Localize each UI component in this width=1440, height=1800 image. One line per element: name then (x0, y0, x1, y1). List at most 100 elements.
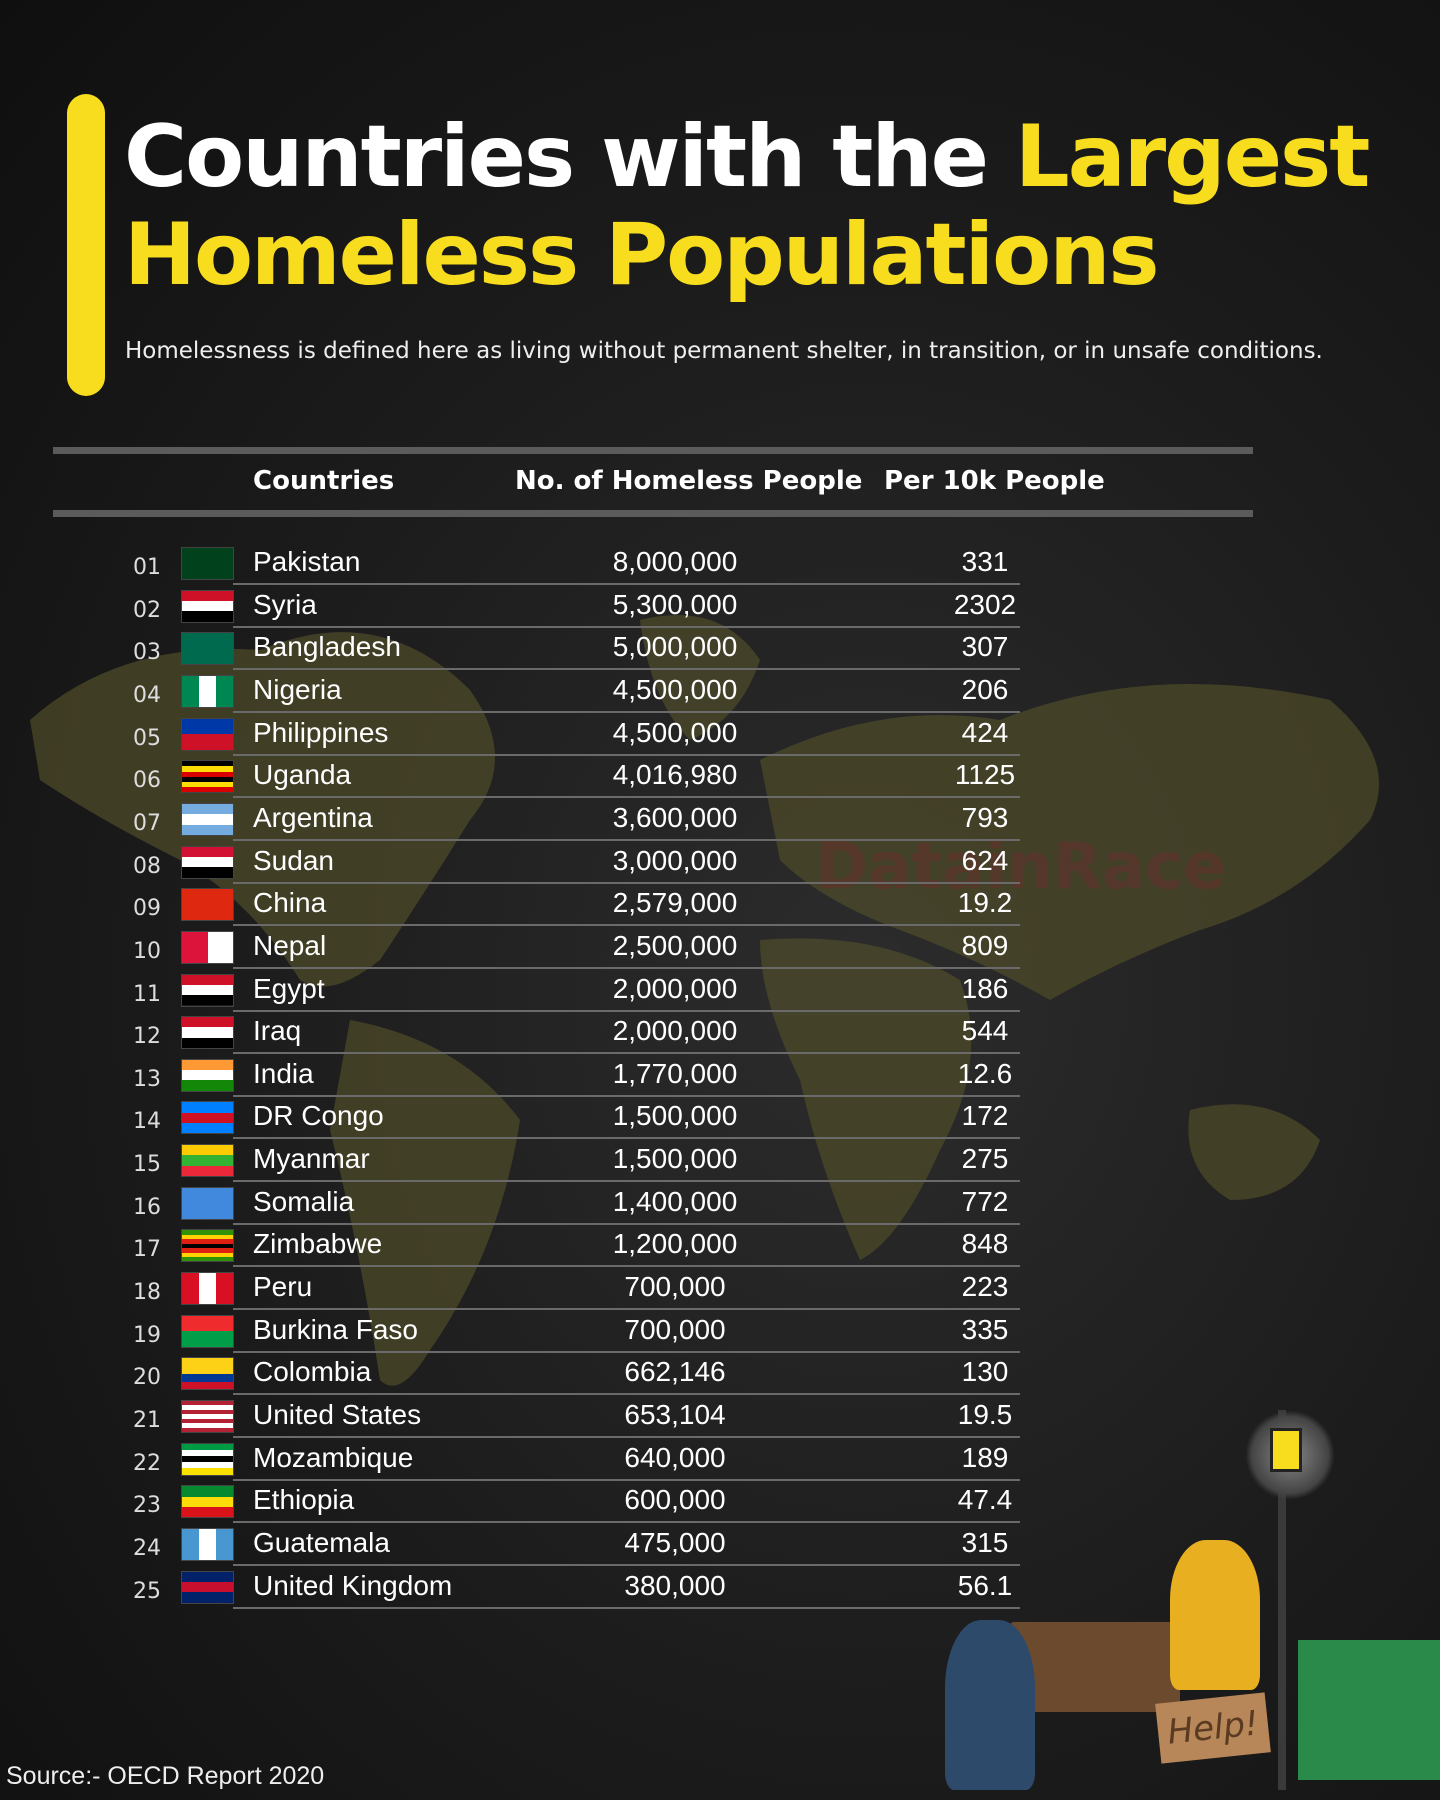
rank: 02 (133, 597, 161, 623)
homeless-count: 600,000 (624, 1484, 726, 1516)
help-sign: Help! (1155, 1692, 1271, 1764)
column-header-countries: Countries (253, 466, 395, 496)
flag-stripe (182, 1248, 233, 1253)
row-divider (233, 1137, 1020, 1140)
homeless-count: 380,000 (624, 1569, 726, 1601)
flag-stripe (182, 803, 233, 815)
flag-stripe (182, 1423, 233, 1428)
homeless-count: 1,500,000 (612, 1143, 738, 1175)
table-row: 20 Colombia 662,146 130 (0, 1353, 1100, 1396)
title-accent-bar (67, 94, 105, 396)
homeless-count: 3,000,000 (612, 844, 738, 876)
country-name: Argentina (253, 801, 373, 833)
flag-stripe (182, 1418, 233, 1424)
flag-stripe (182, 1409, 233, 1415)
flag-stripe (182, 1405, 233, 1410)
flag-icon (181, 1357, 234, 1391)
row-divider (233, 1052, 1020, 1055)
rank: 12 (133, 1024, 161, 1050)
flag-stripe (182, 974, 233, 985)
flag-icon (181, 717, 234, 751)
flag-stripe (182, 548, 199, 579)
homeless-count: 662,146 (624, 1356, 726, 1388)
rank: 08 (133, 853, 161, 879)
rank: 16 (133, 1194, 161, 1220)
flag-icon (181, 1314, 234, 1348)
title-yellow-1: Largest (1014, 107, 1370, 207)
flag-stripe (216, 675, 233, 707)
country-name: Uganda (253, 759, 352, 791)
flag-stripe (182, 1155, 233, 1166)
flag-stripe (182, 1112, 233, 1124)
flag-stripe (182, 1468, 233, 1475)
flag-stripe (182, 889, 233, 921)
table-row: 03 Bangladesh 5,000,000 307 (0, 628, 1100, 671)
rank: 06 (133, 768, 161, 794)
country-name: Burkina Faso (253, 1313, 418, 1345)
flag-stripe (182, 1331, 233, 1347)
rank: 03 (133, 640, 161, 666)
country-name: Mozambique (253, 1441, 414, 1473)
row-divider (233, 1009, 1020, 1012)
per-10k-value: 331 (961, 546, 1009, 577)
flag-icon (181, 1229, 234, 1263)
subtitle: Homelessness is defined here as living w… (125, 338, 1323, 364)
table-row: 06 Uganda 4,016,980 1125 (0, 756, 1100, 799)
flag-stripe (182, 1358, 233, 1367)
rank: 13 (133, 1066, 161, 1092)
country-name: Zimbabwe (253, 1228, 383, 1260)
homeless-count: 4,500,000 (612, 716, 738, 748)
row-divider (233, 1265, 1020, 1268)
table-row: 15 Myanmar 1,500,000 275 (0, 1140, 1100, 1183)
homeless-count: 2,000,000 (612, 1015, 738, 1047)
table-row: 01 Pakistan 8,000,000 331 (0, 543, 1100, 586)
table-row: 07 Argentina 3,600,000 793 (0, 799, 1100, 842)
row-divider (233, 1350, 1020, 1353)
country-name: United Kingdom (253, 1569, 453, 1601)
row-divider (233, 1308, 1020, 1311)
header-bottom-rule (53, 510, 1253, 517)
country-name: Somalia (253, 1185, 355, 1217)
flag-stripe (182, 1165, 233, 1177)
country-name: United States (253, 1399, 422, 1430)
table-row: 11 Egypt 2,000,000 186 (0, 970, 1100, 1013)
table-row: 09 China 2,579,000 19.2 (0, 884, 1100, 927)
rank: 04 (133, 682, 161, 708)
country-name: Guatemala (253, 1526, 390, 1558)
rank: 23 (133, 1493, 161, 1519)
per-10k-value: 1125 (954, 759, 1016, 791)
flag-icon (181, 589, 234, 623)
row-divider (233, 583, 1020, 585)
per-10k-value: 172 (961, 1100, 1009, 1132)
rank: 14 (133, 1109, 161, 1135)
row-divider (233, 625, 1020, 628)
per-10k-value: 793 (961, 801, 1009, 833)
flag-stripe (182, 1243, 233, 1249)
flag-stripe (207, 931, 233, 963)
country-name: Pakistan (253, 546, 361, 577)
rank: 15 (133, 1152, 161, 1178)
column-header-per10k: Per 10k People (884, 466, 1105, 496)
flag-stripe (182, 1102, 233, 1113)
per-10k-value: 315 (961, 1526, 1009, 1558)
homeless-count: 475,000 (624, 1526, 726, 1558)
per-10k-value: 12.6 (957, 1057, 1013, 1089)
country-name: Colombia (253, 1356, 372, 1388)
flag-icon (181, 1186, 234, 1220)
per-10k-value: 223 (961, 1271, 1009, 1303)
homeless-count: 700,000 (624, 1271, 726, 1303)
flag-stripe (182, 1449, 233, 1457)
per-10k-value: 56.1 (957, 1569, 1013, 1601)
flag-stripe (182, 590, 233, 601)
flag-stripe (182, 1366, 233, 1374)
flag-stripe (182, 1443, 233, 1450)
row-divider (233, 1222, 1020, 1225)
flag-stripe (182, 1123, 233, 1134)
flag-icon (181, 1527, 234, 1561)
flag-stripe (182, 1506, 233, 1518)
flag-icon (181, 1570, 234, 1604)
per-10k-value: 307 (961, 631, 1009, 663)
table-row: 10 Nepal 2,500,000 809 (0, 927, 1100, 970)
homeless-count: 1,400,000 (612, 1185, 738, 1217)
